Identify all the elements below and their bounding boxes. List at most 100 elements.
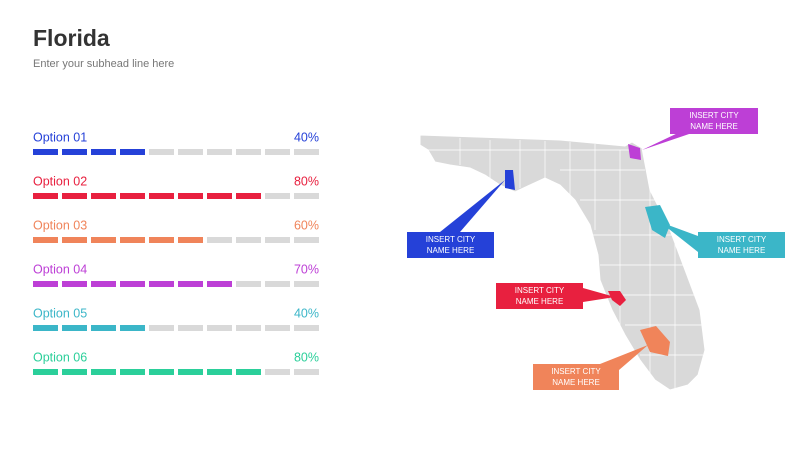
progress-track: [265, 237, 290, 243]
progress-track: [178, 325, 203, 331]
progress-segment: [120, 149, 145, 155]
option-label: Option 03: [33, 218, 87, 232]
progress-segment: [120, 325, 145, 331]
progress-segment: [149, 281, 174, 287]
callout-pointer: [660, 222, 698, 252]
callout-box: [670, 108, 758, 134]
progress-segment: [120, 237, 145, 243]
progress-segment: [178, 281, 203, 287]
option-label: Option 05: [33, 306, 87, 320]
progress-segment: [91, 193, 116, 199]
florida-map: [419, 134, 706, 391]
progress-track: [236, 237, 261, 243]
callout-text: INSERT CITY: [515, 286, 565, 295]
progress-track: [294, 281, 319, 287]
subtitle: Enter your subhead line here: [33, 58, 174, 70]
option-label: Option 04: [33, 262, 87, 276]
progress-segment: [62, 193, 87, 199]
callout-box: [407, 232, 494, 258]
callout-text: INSERT CITY: [689, 111, 739, 120]
progress-track: [294, 193, 319, 199]
progress-segment: [178, 369, 203, 375]
callout-pointer: [440, 180, 505, 232]
progress-segment: [91, 237, 116, 243]
progress-track: [149, 325, 174, 331]
progress-segment: [33, 281, 58, 287]
progress-segment: [33, 193, 58, 199]
callout-text: NAME HERE: [516, 297, 564, 306]
callout-text: NAME HERE: [552, 378, 600, 387]
progress-track: [207, 237, 232, 243]
progress-track: [294, 149, 319, 155]
highlighted-county: [645, 205, 670, 238]
highlighted-county: [608, 291, 626, 306]
callout-text: NAME HERE: [690, 122, 738, 131]
progress-segment: [207, 281, 232, 287]
highlighted-county: [505, 170, 515, 190]
highlighted-county: [640, 326, 670, 356]
progress-track: [149, 149, 174, 155]
option-label: Option 01: [33, 130, 87, 144]
progress-segment: [62, 149, 87, 155]
progress-track: [265, 369, 290, 375]
callout-text: NAME HERE: [718, 246, 766, 255]
option-value: 60%: [294, 218, 319, 232]
option-value: 70%: [294, 262, 319, 276]
progress-segment: [33, 237, 58, 243]
progress-segment: [207, 369, 232, 375]
progress-segment: [33, 325, 58, 331]
option-value: 40%: [294, 306, 319, 320]
progress-track: [236, 149, 261, 155]
progress-segment: [91, 149, 116, 155]
progress-track: [207, 325, 232, 331]
progress-track: [294, 325, 319, 331]
highlighted-county: [628, 144, 641, 160]
progress-track: [265, 281, 290, 287]
callout-pointer: [600, 345, 648, 370]
progress-track: [236, 281, 261, 287]
callout-text: INSERT CITY: [426, 235, 476, 244]
progress-track: [207, 149, 232, 155]
progress-segment: [62, 237, 87, 243]
title: Florida: [33, 25, 110, 51]
callout-pointer: [583, 288, 615, 302]
callout-text: NAME HERE: [427, 246, 475, 255]
progress-segment: [120, 193, 145, 199]
callout-box: [496, 283, 583, 309]
progress-segment: [62, 281, 87, 287]
progress-segment: [91, 369, 116, 375]
progress-segment: [91, 281, 116, 287]
progress-segment: [207, 193, 232, 199]
callout-box: [698, 232, 785, 258]
progress-segment: [33, 149, 58, 155]
progress-segment: [149, 193, 174, 199]
progress-track: [236, 325, 261, 331]
progress-segment: [149, 237, 174, 243]
callout-pointer: [642, 132, 695, 150]
progress-segment: [149, 369, 174, 375]
progress-segment: [62, 325, 87, 331]
progress-segment: [120, 369, 145, 375]
option-value: 80%: [294, 174, 319, 188]
progress-segment: [178, 237, 203, 243]
progress-segment: [120, 281, 145, 287]
progress-segment: [62, 369, 87, 375]
option-value: 80%: [294, 350, 319, 364]
county-lines: [420, 138, 703, 390]
progress-track: [294, 369, 319, 375]
progress-segment: [236, 193, 261, 199]
option-label: Option 06: [33, 350, 87, 364]
progress-track: [265, 149, 290, 155]
progress-track: [265, 325, 290, 331]
state-shape: [419, 134, 706, 391]
option-value: 40%: [294, 130, 319, 144]
progress-track: [265, 193, 290, 199]
progress-segment: [236, 369, 261, 375]
callout-text: INSERT CITY: [551, 367, 601, 376]
progress-track: [178, 149, 203, 155]
callout-box: [533, 364, 619, 390]
progress-segment: [91, 325, 116, 331]
option-label: Option 02: [33, 174, 87, 188]
